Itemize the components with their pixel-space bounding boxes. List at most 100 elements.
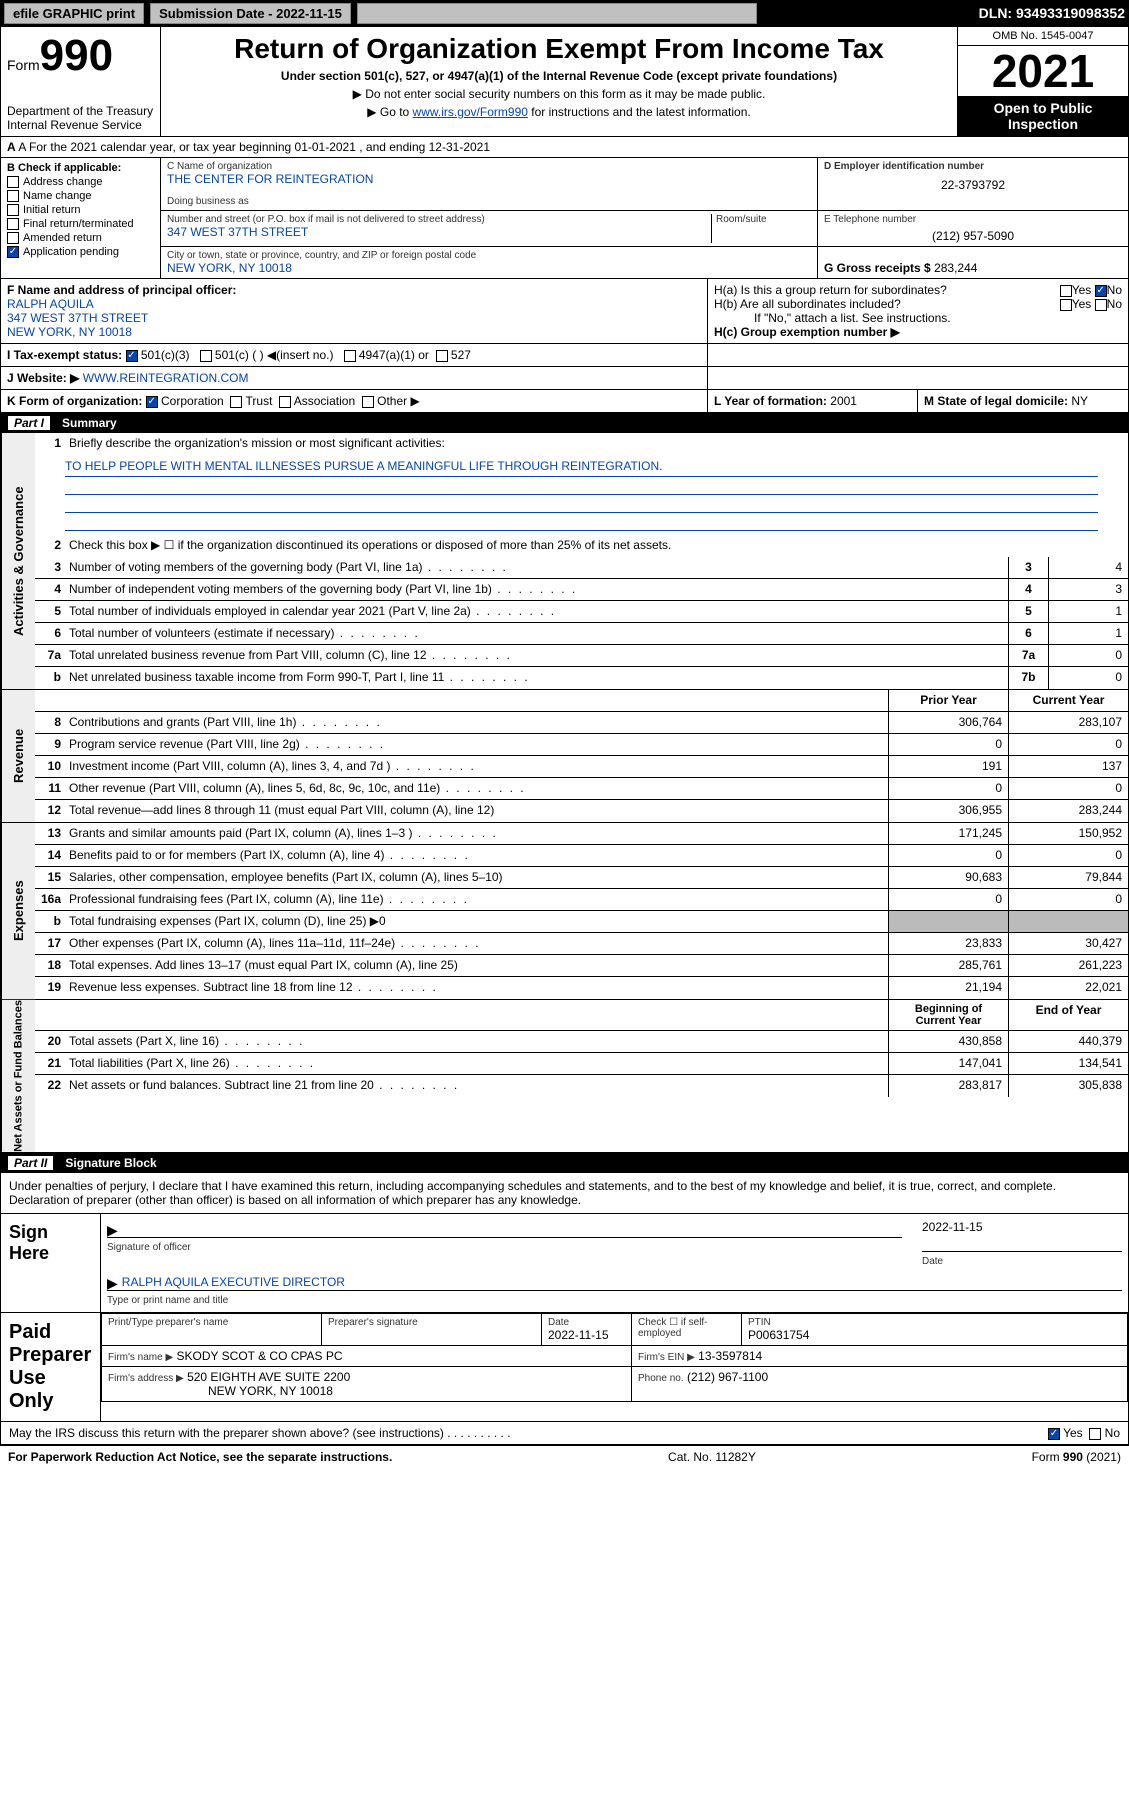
l13-text: Grants and similar amounts paid (Part IX… — [65, 823, 888, 844]
i-527-box[interactable] — [436, 350, 448, 362]
tab-activities: Activities & Governance — [1, 433, 35, 689]
k-other-box[interactable] — [362, 396, 374, 408]
k-corp: Corporation — [161, 394, 224, 408]
officer-name-title: RALPH AQUILA EXECUTIVE DIRECTOR — [122, 1275, 345, 1290]
l5-val: 1 — [1048, 601, 1128, 622]
checkbox-final[interactable] — [7, 218, 19, 230]
l17-text: Other expenses (Part IX, column (A), lin… — [65, 933, 888, 954]
l19-curr: 22,021 — [1008, 977, 1128, 999]
discuss-no-box[interactable] — [1089, 1428, 1101, 1440]
hb-no-box[interactable] — [1095, 299, 1107, 311]
i-501c-box[interactable] — [200, 350, 212, 362]
part2-num: Part II — [8, 1156, 53, 1170]
website-value[interactable]: WWW.REINTEGRATION.COM — [83, 371, 249, 385]
firm-phone-label: Phone no. — [638, 1373, 684, 1384]
l12-curr: 283,244 — [1008, 800, 1128, 822]
l3-val: 4 — [1048, 557, 1128, 578]
opt-amended: Amended return — [23, 232, 102, 244]
k-trust: Trust — [246, 394, 273, 408]
mission-line2 — [65, 477, 1098, 495]
l11-prior: 0 — [888, 778, 1008, 799]
l19-prior: 21,194 — [888, 977, 1008, 999]
state-domicile: NY — [1071, 394, 1088, 408]
gross-value: 283,244 — [934, 261, 977, 275]
k-trust-box[interactable] — [230, 396, 242, 408]
hb-yes-box[interactable] — [1060, 299, 1072, 311]
c-name-label: C Name of organization — [167, 161, 811, 172]
f-label: F Name and address of principal officer: — [7, 283, 236, 297]
l11-curr: 0 — [1008, 778, 1128, 799]
checkbox-addr-change[interactable] — [7, 176, 19, 188]
dept-treasury: Department of the Treasury Internal Reve… — [7, 104, 154, 132]
ha-no-box[interactable]: ✓ — [1095, 285, 1107, 297]
form-word: Form — [7, 57, 40, 73]
l2-text: Check this box ▶ ☐ if the organization d… — [65, 535, 1128, 557]
l16b-text: Total fundraising expenses (Part IX, col… — [65, 911, 888, 932]
submission-date-button[interactable]: Submission Date - 2022-11-15 — [150, 3, 351, 24]
l18-text: Total expenses. Add lines 13–17 (must eq… — [65, 955, 888, 976]
mission-line3 — [65, 495, 1098, 513]
net-assets-section: Net Assets or Fund Balances Beginning of… — [0, 1000, 1129, 1153]
ein-label: D Employer identification number — [824, 161, 984, 172]
k-corp-box[interactable]: ✓ — [146, 396, 158, 408]
checkbox-app-pending[interactable]: ✓ — [7, 246, 19, 258]
opt-app-pending: Application pending — [23, 246, 119, 258]
section-bcd: B Check if applicable: Address change Na… — [0, 158, 1129, 279]
opt-addr-change: Address change — [23, 176, 103, 188]
efile-print-button[interactable]: efile GRAPHIC print — [4, 3, 144, 24]
l21-prior: 147,041 — [888, 1053, 1008, 1074]
k-assoc-box[interactable] — [279, 396, 291, 408]
l6-val: 1 — [1048, 623, 1128, 644]
l21-curr: 134,541 — [1008, 1053, 1128, 1074]
irs-link[interactable]: www.irs.gov/Form990 — [413, 105, 528, 119]
tax-year: 2021 — [958, 46, 1128, 96]
dba-label: Doing business as — [167, 196, 811, 207]
sig-date-label: Date — [922, 1256, 1122, 1267]
officer-addr2: NEW YORK, NY 10018 — [7, 325, 701, 339]
l5-text: Total number of individuals employed in … — [65, 601, 1008, 622]
discuss-yes-box[interactable]: ✓ — [1048, 1428, 1060, 1440]
l17-prior: 23,833 — [888, 933, 1008, 954]
addr-label: Number and street (or P.O. box if mail i… — [167, 214, 711, 225]
l16a-text: Professional fundraising fees (Part IX, … — [65, 889, 888, 910]
boy-hdr: Beginning of Current Year — [888, 1000, 1008, 1030]
checkbox-initial[interactable] — [7, 204, 19, 216]
row-j: J Website: ▶ WWW.REINTEGRATION.COM — [0, 367, 1129, 390]
checkbox-amended[interactable] — [7, 232, 19, 244]
i-501c3-box[interactable]: ✓ — [126, 350, 138, 362]
org-name: THE CENTER FOR REINTEGRATION — [167, 172, 811, 186]
efile-toolbar: efile GRAPHIC print Submission Date - 20… — [0, 0, 1129, 26]
mission-text: TO HELP PEOPLE WITH MENTAL ILLNESSES PUR… — [65, 459, 1098, 477]
tab-revenue: Revenue — [1, 690, 35, 822]
l18-curr: 261,223 — [1008, 955, 1128, 976]
ha-yes: Yes — [1072, 283, 1092, 297]
l8-text: Contributions and grants (Part VIII, lin… — [65, 712, 888, 733]
ha-yes-box[interactable] — [1060, 285, 1072, 297]
sig-arrow2-icon: ▶ — [107, 1275, 118, 1290]
goto-pre: ▶ Go to — [367, 105, 412, 119]
check-self: Check ☐ if self-employed — [638, 1317, 735, 1339]
org-address: 347 WEST 37TH STREET — [167, 225, 711, 239]
l21-text: Total liabilities (Part X, line 26) — [65, 1053, 888, 1074]
part1-header: Part I Summary — [0, 413, 1129, 433]
toolbar-spacer — [357, 3, 757, 24]
l-label: L Year of formation: — [714, 394, 827, 408]
part1-num: Part I — [8, 416, 50, 430]
ein-value: 22-3793792 — [824, 178, 1122, 192]
discuss-no: No — [1105, 1426, 1120, 1440]
firm-phone: (212) 967-1100 — [687, 1370, 768, 1384]
form-ref: Form 990 (2021) — [1032, 1450, 1121, 1464]
part2-title: Signature Block — [65, 1156, 156, 1170]
checkbox-name-change[interactable] — [7, 190, 19, 202]
firm-name: SKODY SCOT & CO CPAS PC — [177, 1349, 343, 1363]
curr-year-hdr: Current Year — [1008, 690, 1128, 711]
gross-label: G Gross receipts $ — [824, 261, 931, 275]
row-a-tax-year: A A For the 2021 calendar year, or tax y… — [0, 137, 1129, 158]
i-4947-box[interactable] — [344, 350, 356, 362]
l13-curr: 150,952 — [1008, 823, 1128, 844]
l15-prior: 90,683 — [888, 867, 1008, 888]
goto-note: ▶ Go to www.irs.gov/Form990 for instruct… — [171, 105, 947, 119]
may-discuss-row: May the IRS discuss this return with the… — [0, 1422, 1129, 1445]
i-527: 527 — [451, 348, 471, 362]
form-subtitle: Under section 501(c), 527, or 4947(a)(1)… — [171, 69, 947, 83]
